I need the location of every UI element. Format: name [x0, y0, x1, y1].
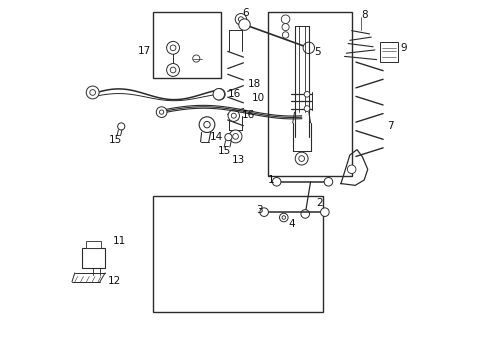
Text: 6: 6 — [242, 8, 248, 18]
Circle shape — [156, 107, 166, 117]
Circle shape — [118, 123, 124, 130]
Circle shape — [282, 23, 288, 31]
Circle shape — [279, 213, 287, 222]
Circle shape — [259, 208, 268, 216]
Circle shape — [282, 32, 288, 38]
Text: 16: 16 — [227, 89, 240, 99]
Circle shape — [324, 177, 332, 186]
Text: 13: 13 — [231, 156, 244, 165]
Text: 10: 10 — [252, 93, 264, 103]
Circle shape — [199, 117, 214, 132]
Circle shape — [203, 121, 210, 128]
Circle shape — [235, 14, 246, 25]
Text: 16: 16 — [241, 110, 254, 120]
Text: 12: 12 — [108, 276, 121, 286]
Text: 1: 1 — [268, 175, 274, 185]
Circle shape — [300, 210, 309, 218]
Text: 14: 14 — [210, 132, 223, 142]
Text: 15: 15 — [217, 147, 230, 157]
Text: 18: 18 — [247, 78, 261, 89]
Text: 11: 11 — [112, 236, 125, 246]
Text: 4: 4 — [288, 219, 294, 229]
Bar — [380, 42, 397, 62]
Circle shape — [320, 208, 328, 216]
Circle shape — [304, 106, 309, 111]
Bar — [86, 241, 101, 248]
Circle shape — [166, 41, 179, 54]
Circle shape — [170, 45, 176, 51]
Circle shape — [272, 177, 281, 186]
Circle shape — [224, 134, 231, 141]
Text: 3: 3 — [255, 205, 262, 215]
Circle shape — [282, 216, 285, 219]
Circle shape — [238, 17, 243, 22]
Circle shape — [298, 156, 304, 161]
Circle shape — [304, 91, 309, 97]
Circle shape — [229, 130, 242, 143]
Circle shape — [159, 110, 163, 114]
Circle shape — [213, 89, 224, 100]
Circle shape — [217, 92, 222, 97]
Circle shape — [213, 89, 225, 100]
Circle shape — [86, 86, 99, 99]
Text: 7: 7 — [386, 121, 393, 131]
Text: 8: 8 — [361, 10, 367, 20]
Circle shape — [227, 110, 239, 121]
Text: 2: 2 — [315, 198, 322, 208]
Circle shape — [170, 67, 176, 73]
Bar — [153, 196, 323, 312]
Circle shape — [238, 19, 250, 30]
Text: 17: 17 — [138, 46, 151, 56]
Circle shape — [346, 165, 355, 174]
Circle shape — [303, 42, 314, 54]
Text: 15: 15 — [109, 135, 122, 145]
Circle shape — [281, 15, 289, 23]
Bar — [82, 248, 105, 267]
Circle shape — [90, 90, 95, 95]
Circle shape — [166, 64, 179, 76]
Bar — [267, 12, 351, 176]
Bar — [153, 12, 221, 78]
Circle shape — [231, 113, 236, 118]
Text: 5: 5 — [313, 47, 320, 57]
Text: 9: 9 — [399, 43, 406, 53]
Circle shape — [232, 134, 238, 139]
Circle shape — [295, 152, 307, 165]
Circle shape — [192, 55, 200, 62]
